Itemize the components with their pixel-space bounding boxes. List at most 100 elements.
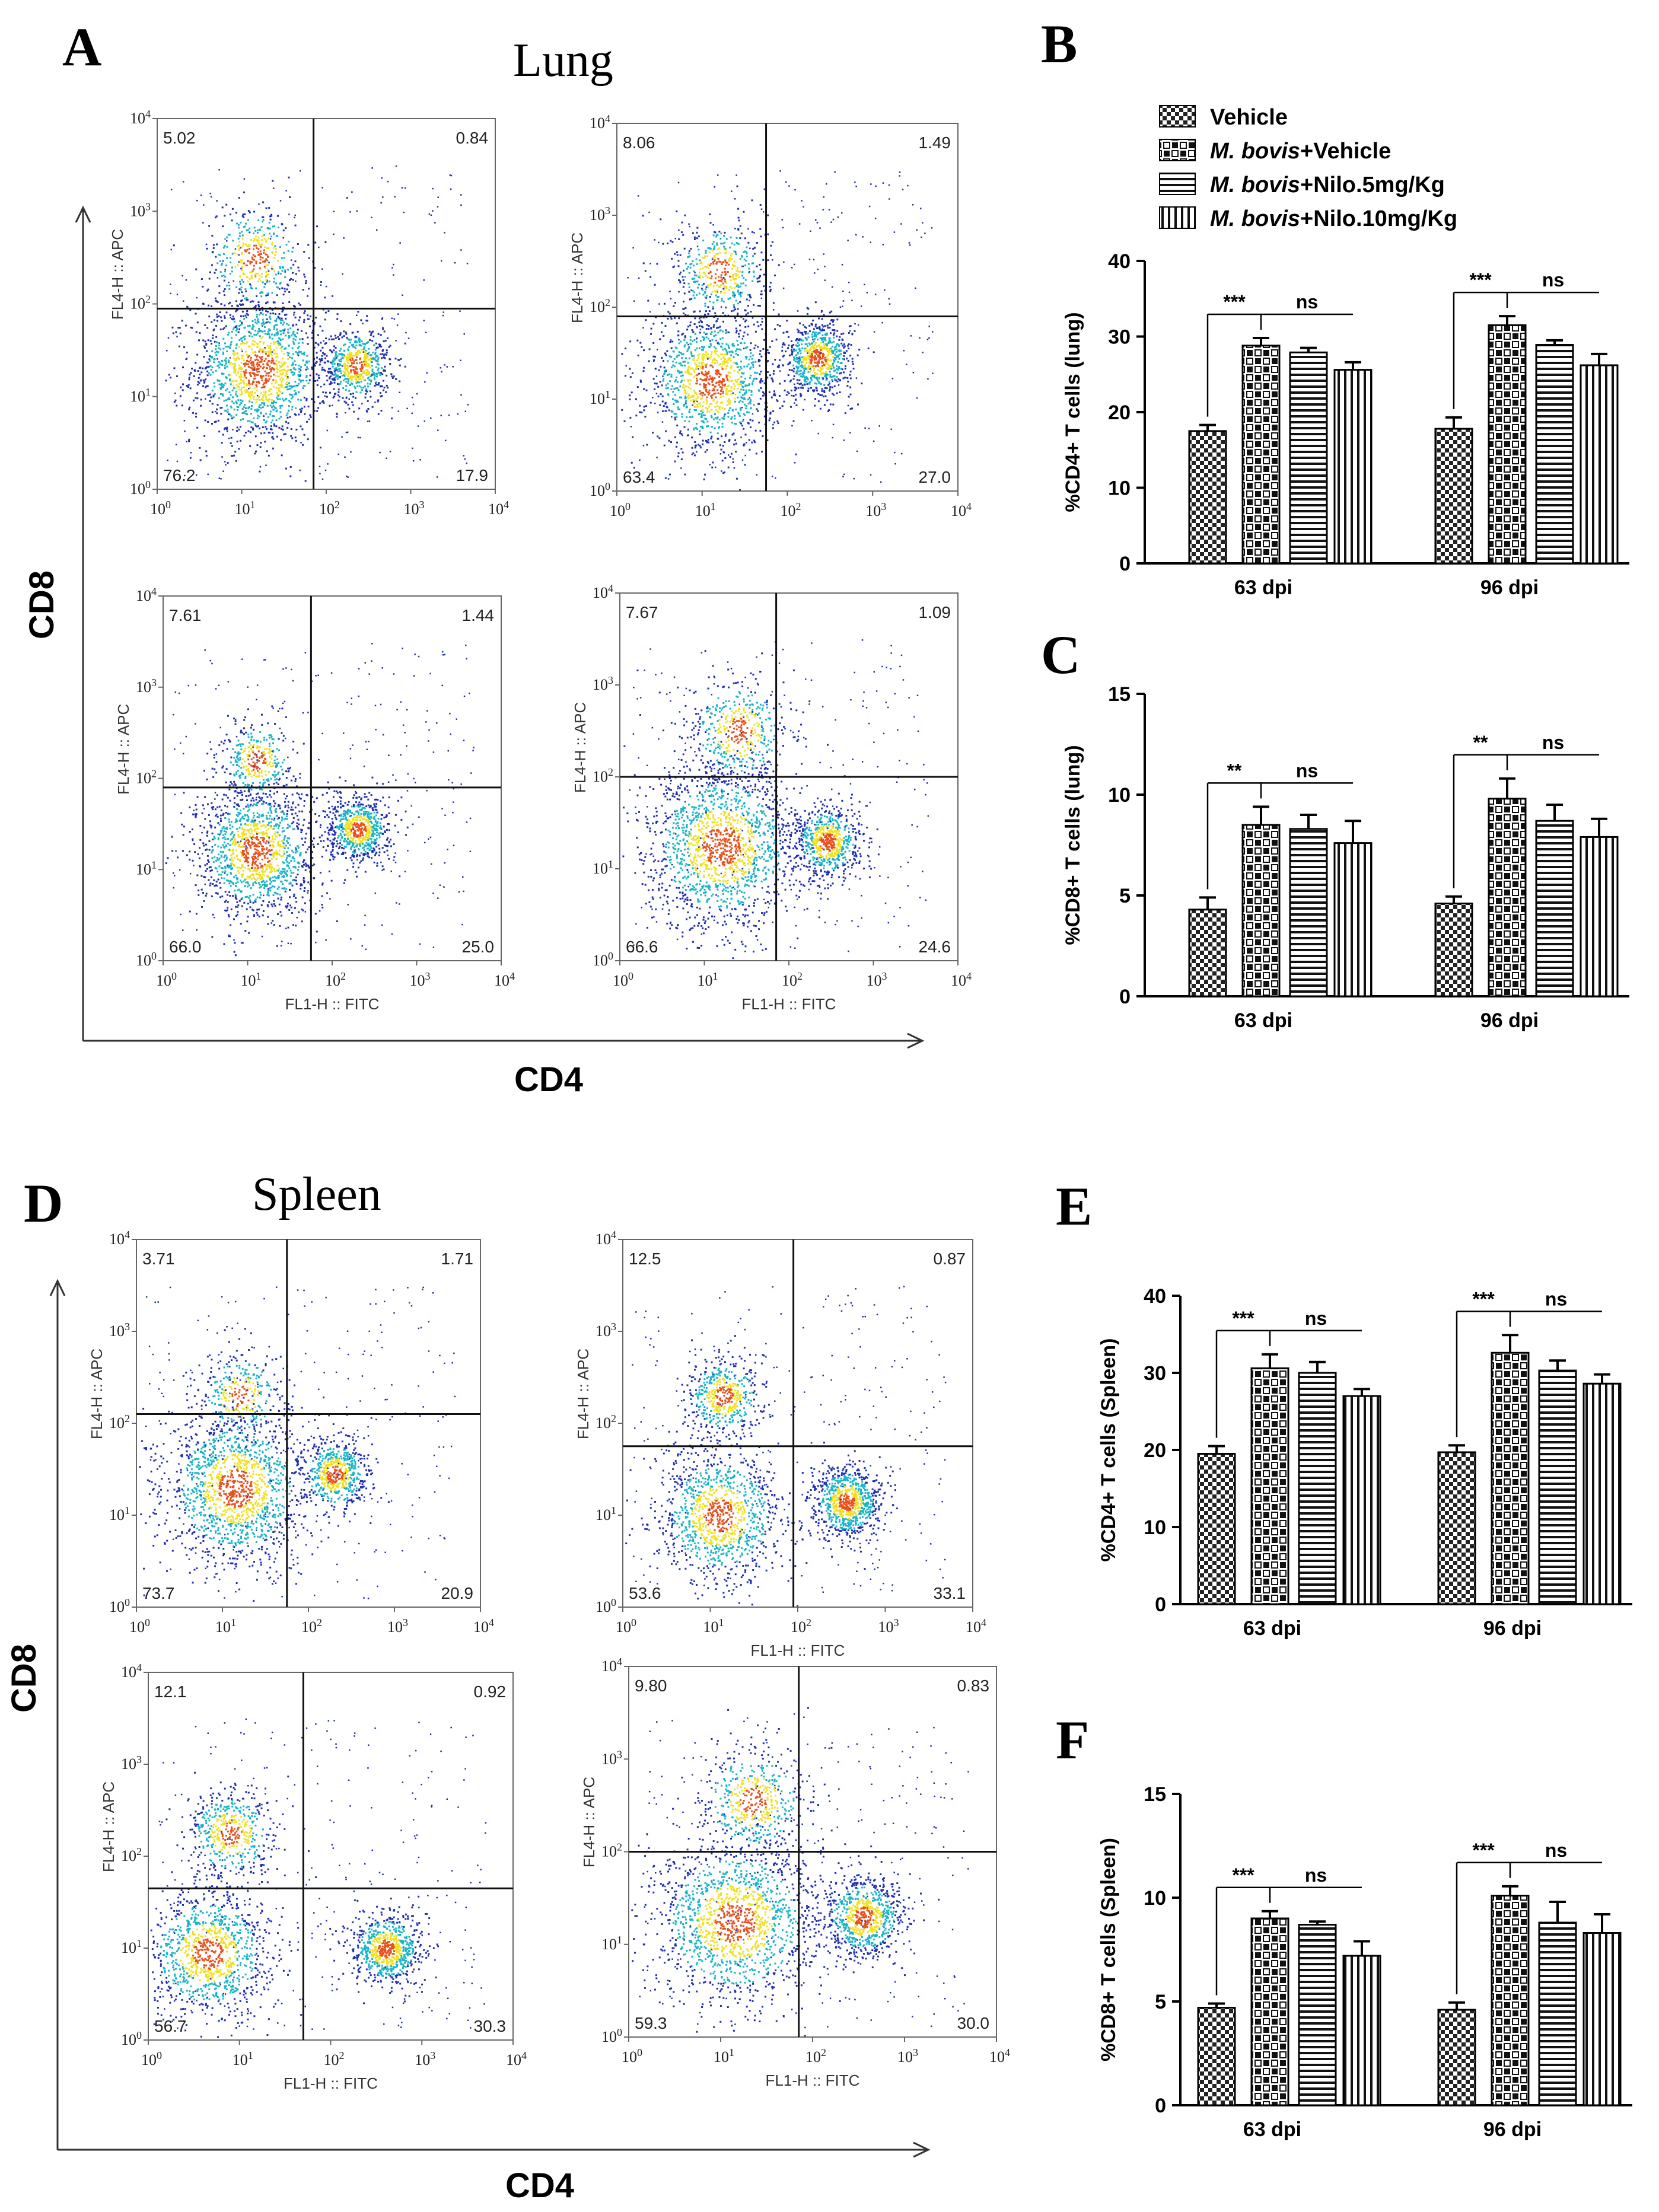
y-tick-label: 100 [590,480,610,499]
x-tick-label: 104 [966,1617,986,1636]
flow-dots [622,639,929,960]
significance-ns: ns [1296,291,1318,313]
bar-63-dpi-s0 [1188,430,1227,565]
legend: Vehicle M. bovis+Vehicle M. bovis+Nilo.5… [1159,105,1457,231]
bar-63-dpi-s2 [1289,351,1328,565]
x-tick-label: 103 [878,1617,899,1636]
quadrant-ur: 0.83 [957,1676,990,1695]
quadrant-ul: 9.80 [635,1676,667,1695]
quadrant-ul: 12.1 [154,1682,187,1701]
significance-ns: ns [1545,1840,1567,1861]
quadrant-ur: 1.09 [919,603,951,621]
y-tick-label: 103 [593,674,613,693]
x-tick-label: 101 [698,970,718,989]
big-axis-top: CD8 CD4 [23,205,925,1099]
significance-stars: *** [1469,269,1492,291]
x-tick-label: 100 [129,1617,150,1636]
flow-y-axis-label: FL4-H :: APC [574,1349,592,1439]
x-tick-label: 103 [867,970,887,989]
x-tick-label: 101 [695,501,716,519]
bar-chart-e: 0 10 20 30 40 %CD4+ T cells (Spleen) 63 dpi ***… [1097,1285,1632,1640]
legend-italic-1: M. bovis [1210,139,1300,164]
quadrant-lr: 25.0 [462,938,495,956]
quadrant-lr: 30.0 [957,2014,990,2032]
bar-96-dpi-s0 [1434,428,1473,565]
bar-96-dpi-s2 [1538,1369,1577,1605]
quadrant-ll: 73.7 [142,1584,175,1602]
x-tick-label: 102 [782,970,803,989]
y-tick-label: 100 [136,950,157,969]
flow-dots [625,1286,947,1607]
flow-plot-d-3: 12.1 0.92 56.7 30.3 100 100 101 101 102 102 103 103… [100,1662,527,2092]
x-tick-label: 102 [324,2050,345,2068]
panel-label-d: D [24,1173,63,1234]
x-tick-label: 101 [233,2050,253,2068]
y-tick-label: 10 [1108,784,1131,807]
y-tick-label: 102 [121,1846,142,1864]
x-tick-label: 100 [150,499,171,518]
y-tick-label: 104 [130,108,151,127]
y-tick-label: 5 [1119,885,1131,907]
x-tick-label: 104 [488,499,509,518]
quadrant-ll: 63.4 [623,468,655,486]
y-tick-label: 30 [1108,326,1131,349]
svg-text:M. bovis+Nilo.5mg/Kg: M. bovis+Nilo.5mg/Kg [1210,173,1445,197]
y-tick-label: 101 [593,858,613,877]
significance-ns: ns [1305,1864,1327,1886]
significance-stars: *** [1232,1308,1254,1329]
y-tick-label: 101 [596,1505,616,1523]
bar-63-dpi-s3 [1333,842,1373,997]
title-lung: Lung [513,34,613,87]
significance-stars: ** [1227,760,1242,781]
significance-stars: *** [1223,291,1246,313]
x-category-label: 63 dpi [1243,2118,1301,2141]
bar-chart-f: 0 5 10 15 %CD8+ T cells (Spleen) 63 dpi *** ns 9… [1097,1783,1632,2141]
significance-ns: ns [1305,1308,1327,1329]
significance-ns: ns [1542,269,1564,291]
quadrant-lr: 17.9 [456,466,489,485]
y-tick-label: 104 [601,1656,622,1675]
y-tick-label: 102 [596,1413,616,1432]
legend-text-0: Vehicle [1210,105,1288,130]
legend-item-nilo10: M. bovis+Nilo.10mg/Kg [1159,206,1457,231]
quadrant-lr: 27.0 [919,468,951,486]
y-tick-label: 0 [1155,1593,1166,1616]
panel-label-f: F [1056,1710,1089,1770]
quadrant-lr: 20.9 [441,1584,474,1602]
quadrant-ll: 66.6 [626,938,658,956]
x-tick-label: 104 [506,2050,527,2068]
quadrant-ur: 1.49 [919,133,951,152]
x-category-label: 96 dpi [1480,1009,1539,1032]
flow-y-axis-label: FL4-H :: APC [109,229,126,320]
x-category-label: 63 dpi [1234,576,1292,599]
x-tick-label: 100 [141,2050,162,2068]
y-tick-label: 0 [1155,2095,1166,2117]
y-tick-label: 101 [109,1505,130,1523]
bar-96-dpi-s0 [1434,903,1473,997]
y-tick-label: 101 [130,386,151,405]
cd8-label-bottom: CD8 [5,1644,43,1713]
x-tick-label: 101 [241,970,262,989]
flow-frame [136,1239,481,1608]
bar-63-dpi-s2 [1298,1372,1337,1605]
x-tick-label: 103 [897,2047,918,2066]
bar-63-dpi-s0 [1197,2007,1236,2106]
flow-dots [150,1718,487,2038]
y-tick-label: 20 [1108,401,1131,424]
legend-item-vehicle: Vehicle [1159,105,1288,130]
bar-96-dpi-s2 [1538,1921,1577,2106]
bar-96-dpi-s3 [1582,1382,1622,1605]
legend-italic-3: M. bovis [1210,206,1300,231]
y-tick-label: 10 [1108,477,1131,500]
bar-63-dpi-s0 [1197,1453,1236,1605]
title-spleen: Spleen [252,1168,381,1220]
y-tick-label: 15 [1144,1783,1166,1806]
svg-text:M. bovis+Nilo.10mg/Kg: M. bovis+Nilo.10mg/Kg [1210,206,1457,231]
y-tick-label: 40 [1144,1285,1166,1308]
y-tick-label: 102 [136,768,157,787]
quadrant-ur: 0.84 [456,129,489,147]
y-tick-label: 100 [109,1596,130,1615]
legend-text-2: +Nilo.5mg/Kg [1300,173,1445,197]
